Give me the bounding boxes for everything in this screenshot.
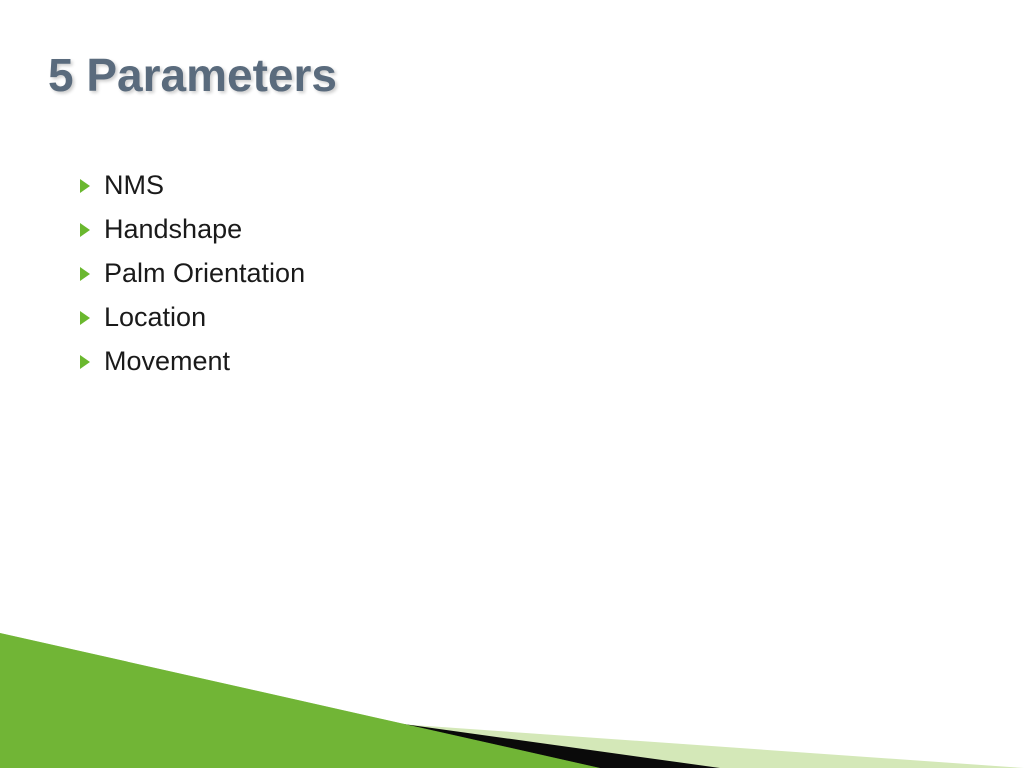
triangle-bullet-icon [80,355,90,369]
slide-title: 5 Parameters [48,48,337,102]
slide-decoration [0,568,1024,768]
list-item: Location [80,302,305,333]
triangle-bullet-icon [80,311,90,325]
bullet-text: Handshape [104,214,242,245]
triangle-bullet-icon [80,179,90,193]
decoration-triangle-green [0,633,600,768]
list-item: Movement [80,346,305,377]
bullet-text: Palm Orientation [104,258,305,289]
bullet-text: Movement [104,346,230,377]
decoration-triangle-light [0,696,1024,768]
triangle-bullet-icon [80,267,90,281]
decoration-triangle-black [0,668,720,768]
bullet-list: NMS Handshape Palm Orientation Location … [80,170,305,390]
list-item: Palm Orientation [80,258,305,289]
bullet-text: NMS [104,170,164,201]
triangle-bullet-icon [80,223,90,237]
bullet-text: Location [104,302,206,333]
list-item: NMS [80,170,305,201]
list-item: Handshape [80,214,305,245]
